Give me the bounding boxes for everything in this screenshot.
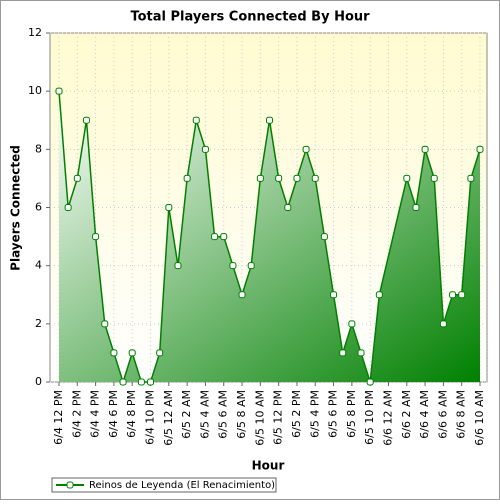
x-tick-label: 6/4 6 PM (107, 390, 120, 438)
x-tick-label: 6/4 2 PM (70, 390, 83, 438)
marker (284, 204, 292, 211)
marker (311, 174, 319, 182)
marker (137, 378, 145, 386)
marker (101, 320, 109, 328)
marker (92, 233, 100, 241)
marker (183, 174, 191, 182)
marker (174, 262, 182, 270)
marker (156, 349, 164, 357)
x-tick-label: 6/5 8 PM (345, 390, 358, 438)
marker (430, 174, 438, 182)
legend-marker (66, 481, 74, 489)
marker (128, 349, 136, 357)
x-tick-label: 6/4 4 PM (89, 390, 102, 438)
x-tick-label: 6/6 4 AM (418, 390, 431, 439)
marker (348, 320, 356, 328)
x-tick-label: 6/5 2 AM (180, 390, 193, 439)
chart-title: Total Players Connected By Hour (130, 10, 370, 25)
marker (339, 349, 347, 357)
marker (320, 233, 328, 241)
marker (192, 116, 200, 124)
marker (439, 320, 447, 328)
y-tick-label: 4 (35, 259, 42, 272)
marker (247, 262, 255, 270)
x-tick-label: 6/6 2 AM (400, 390, 413, 439)
marker (82, 116, 90, 124)
marker (201, 145, 209, 153)
x-tick-label: 6/5 12 AM (162, 390, 175, 446)
y-tick-label: 2 (35, 317, 42, 330)
legend-label: Reinos de Leyenda (El Renacimiento) (89, 480, 275, 491)
marker (366, 378, 374, 386)
marker (211, 233, 219, 241)
marker (357, 349, 365, 357)
x-tick-label: 6/5 6 PM (327, 390, 340, 438)
area (59, 91, 480, 383)
x-tick-label: 6/4 12 PM (52, 390, 65, 445)
y-tick-label: 10 (28, 84, 42, 97)
x-tick-label: 6/5 8 AM (235, 390, 248, 439)
x-tick-label: 6/5 4 PM (308, 390, 321, 438)
marker (275, 174, 283, 182)
y-tick-label: 12 (28, 26, 42, 39)
marker (375, 291, 383, 299)
x-tick-label: 6/5 12 PM (272, 390, 285, 445)
x-tick-label: 6/5 10 PM (363, 390, 376, 445)
marker (165, 204, 173, 211)
x-tick-label: 6/6 6 AM (436, 390, 449, 439)
marker (119, 378, 127, 386)
marker (147, 378, 155, 386)
y-tick-label: 6 (35, 201, 42, 214)
marker (403, 174, 411, 182)
x-tick-label: 6/6 8 AM (455, 390, 468, 439)
x-tick-label: 6/5 2 PM (290, 390, 303, 438)
marker (238, 291, 246, 299)
marker (458, 291, 466, 299)
marker (256, 174, 264, 182)
marker (110, 349, 118, 357)
marker (55, 87, 63, 95)
y-tick-label: 0 (35, 375, 42, 388)
marker (220, 233, 228, 241)
y-axis-label: Players Connected (9, 145, 23, 271)
x-tick-label: 6/4 8 PM (125, 390, 138, 438)
x-tick-label: 6/5 4 AM (198, 390, 211, 439)
marker (449, 291, 457, 299)
marker (302, 145, 310, 153)
x-tick-label: 6/5 6 AM (217, 390, 230, 439)
marker (73, 174, 81, 182)
x-tick-label: 6/5 10 AM (253, 390, 266, 446)
marker (467, 174, 475, 182)
marker (476, 145, 484, 153)
x-tick-label: 6/6 10 AM (473, 390, 486, 446)
marker (412, 204, 420, 211)
marker (64, 204, 72, 211)
marker (293, 174, 301, 182)
x-tick-label: 6/4 10 PM (144, 390, 157, 445)
x-axis-label: Hour (252, 459, 285, 473)
marker (421, 145, 429, 153)
marker (330, 291, 338, 299)
legend (51, 477, 277, 493)
x-tick-label: 6/6 12 AM (381, 390, 394, 446)
marker (229, 262, 237, 270)
marker (266, 116, 273, 124)
y-tick-label: 8 (35, 142, 42, 155)
